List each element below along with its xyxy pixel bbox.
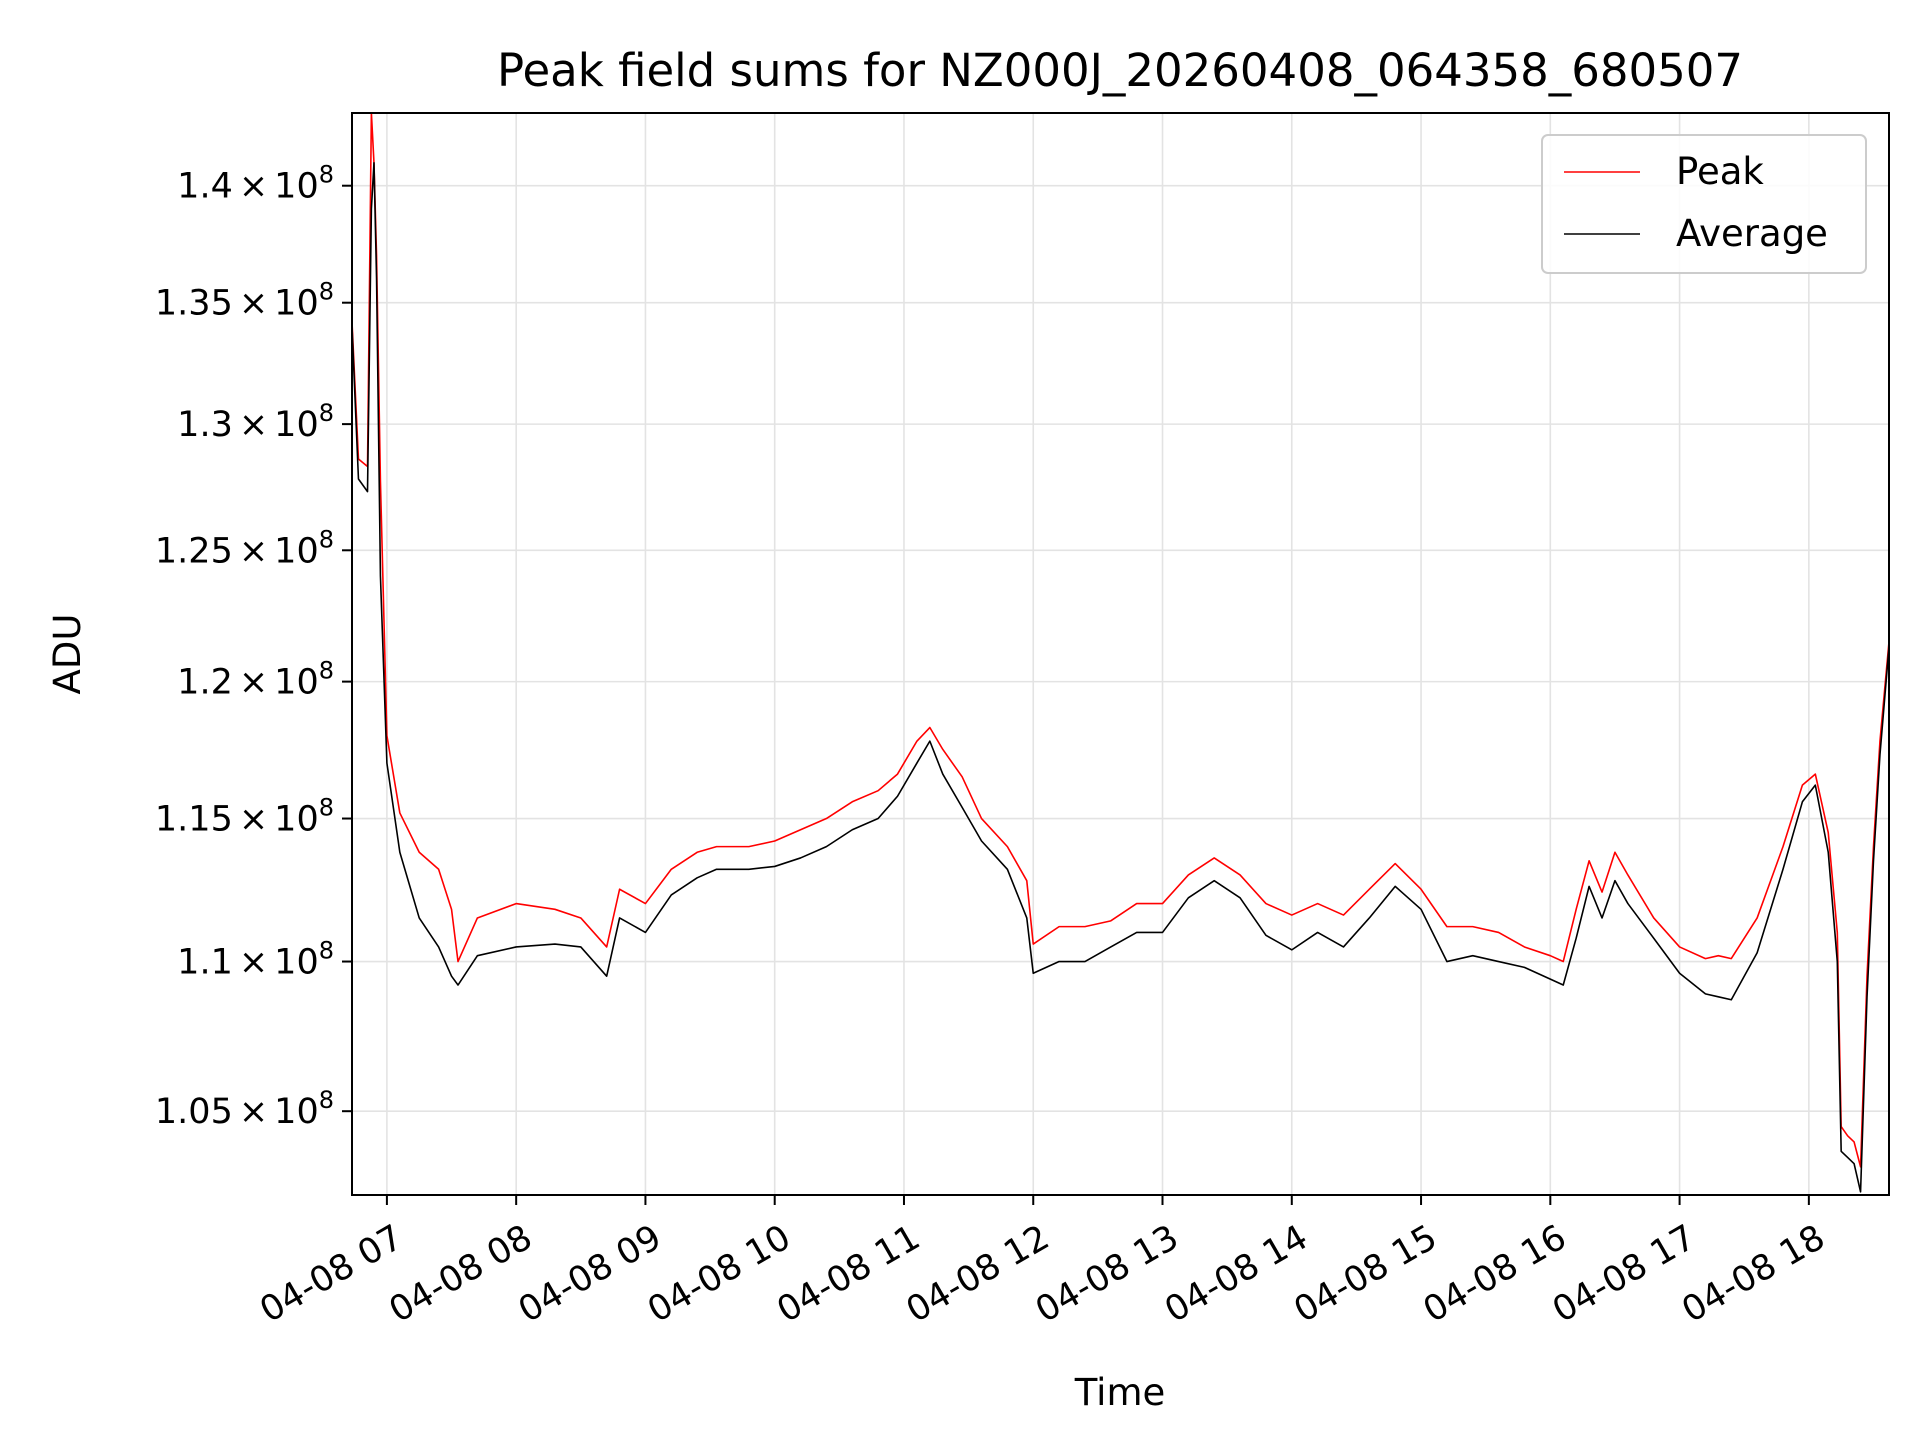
plot-area — [352, 113, 1889, 1195]
y-tick-label: 1.1 × 108 — [177, 937, 334, 983]
y-tick-mantissa: 1.2 — [177, 663, 233, 703]
y-tick-exponent: 8 — [319, 161, 334, 189]
legend-label-average: Average — [1676, 212, 1828, 255]
legend-box — [1541, 134, 1867, 274]
y-tick-label: 1.05 × 108 — [155, 1086, 334, 1132]
chart-title: Peak field sums for NZ000J_20260408_0643… — [497, 44, 1743, 97]
y-tick-mantissa: 1.15 — [155, 800, 233, 840]
y-tick-times: × — [239, 1092, 268, 1132]
x-axis-label: Time — [1074, 1371, 1166, 1414]
y-tick-times: × — [239, 284, 268, 324]
y-axis-label: ADU — [46, 614, 89, 695]
y-tick-times: × — [239, 405, 268, 445]
series-line-peak — [351, 112, 1890, 1168]
y-tick-exponent: 8 — [319, 794, 334, 822]
y-tick-base: 10 — [274, 405, 319, 445]
y-tick-times: × — [239, 663, 268, 703]
y-tick-base: 10 — [274, 800, 319, 840]
y-tick-mantissa: 1.25 — [155, 531, 233, 571]
y-tick-times: × — [239, 943, 268, 983]
y-tick-exponent: 8 — [319, 278, 334, 306]
y-tick-base: 10 — [274, 284, 319, 324]
y-tick-base: 10 — [274, 663, 319, 703]
y-tick-exponent: 8 — [319, 657, 334, 685]
y-tick-label: 1.3 × 108 — [177, 399, 334, 445]
y-tick-base: 10 — [274, 531, 319, 571]
y-tick-times: × — [239, 167, 268, 207]
y-tick-base: 10 — [274, 1092, 319, 1132]
series-lines — [351, 112, 1890, 1193]
y-tick-mantissa: 1.1 — [177, 943, 233, 983]
y-tick-base: 10 — [274, 167, 319, 207]
y-tick-label: 1.35 × 108 — [155, 278, 334, 324]
y-tick-mantissa: 1.3 — [177, 405, 233, 445]
y-tick-exponent: 8 — [319, 1086, 334, 1114]
y-tick-label: 1.2 × 108 — [177, 657, 334, 703]
y-tick-mantissa: 1.4 — [177, 167, 233, 207]
y-tick-label: 1.15 × 108 — [155, 794, 334, 840]
legend: Peak Average — [1541, 134, 1867, 274]
y-tick-mantissa: 1.35 — [155, 284, 233, 324]
y-tick-exponent: 8 — [319, 937, 334, 965]
series-line-average — [351, 162, 1890, 1193]
y-tick-times: × — [239, 531, 268, 571]
y-tick-times: × — [239, 800, 268, 840]
y-tick-mantissa: 1.05 — [155, 1092, 233, 1132]
y-tick-base: 10 — [274, 943, 319, 983]
y-tick-label: 1.4 × 108 — [177, 161, 334, 207]
y-tick-label: 1.25 × 108 — [155, 525, 334, 571]
legend-label-peak: Peak — [1676, 150, 1764, 193]
y-tick-exponent: 8 — [319, 525, 334, 553]
plot-frame — [351, 112, 1890, 1196]
y-tick-exponent: 8 — [319, 399, 334, 427]
